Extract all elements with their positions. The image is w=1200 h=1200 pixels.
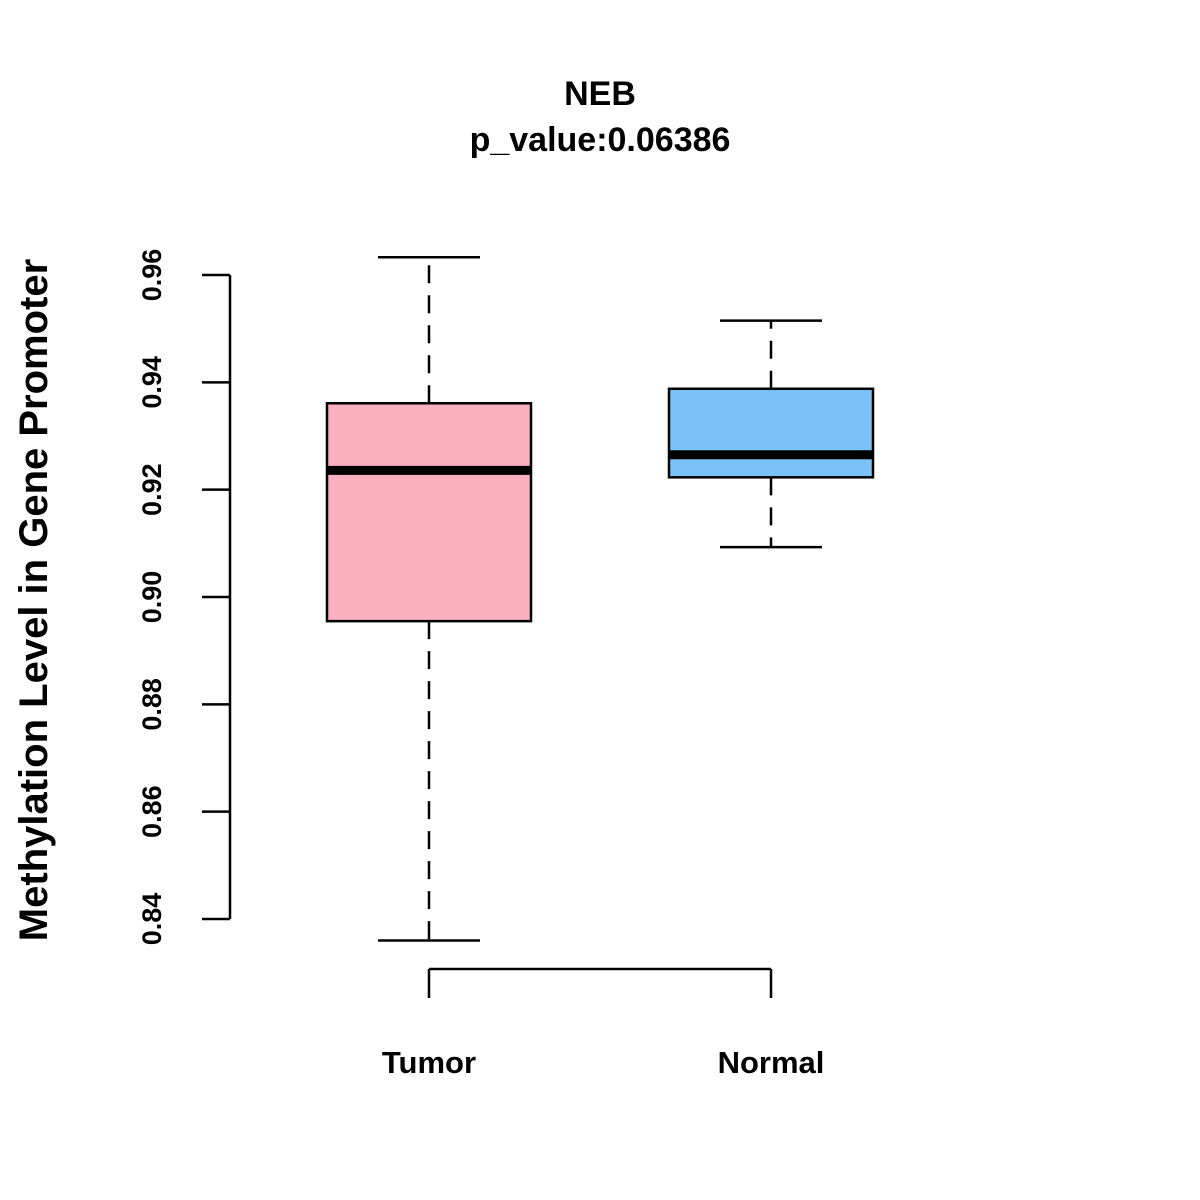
x-tick-label: Normal xyxy=(718,1045,825,1080)
box-iqr xyxy=(667,387,875,479)
box-tumor xyxy=(325,256,533,942)
y-tick-label: 0.90 xyxy=(137,571,167,624)
chart-subtitle: p_value:0.06386 xyxy=(470,121,731,159)
x-axis: Tumor Normal xyxy=(382,967,825,1080)
y-tick-label: 0.88 xyxy=(137,678,167,731)
box-iqr xyxy=(325,402,533,623)
boxes-group xyxy=(325,256,875,942)
y-axis-label: Methylation Level in Gene Promoter xyxy=(12,259,56,941)
box-normal xyxy=(667,319,875,549)
y-tick-label: 0.94 xyxy=(137,356,167,409)
y-tick-label: 0.96 xyxy=(137,249,167,302)
x-tick-label: Tumor xyxy=(382,1045,476,1080)
chart-title: NEB xyxy=(564,75,636,113)
y-tick-label: 0.92 xyxy=(137,463,167,516)
y-tick-label: 0.86 xyxy=(137,785,167,838)
y-tick-label: 0.84 xyxy=(137,893,167,946)
y-axis: 0.84 0.86 0.88 0.90 0.92 0.94 0.96 xyxy=(137,249,232,946)
